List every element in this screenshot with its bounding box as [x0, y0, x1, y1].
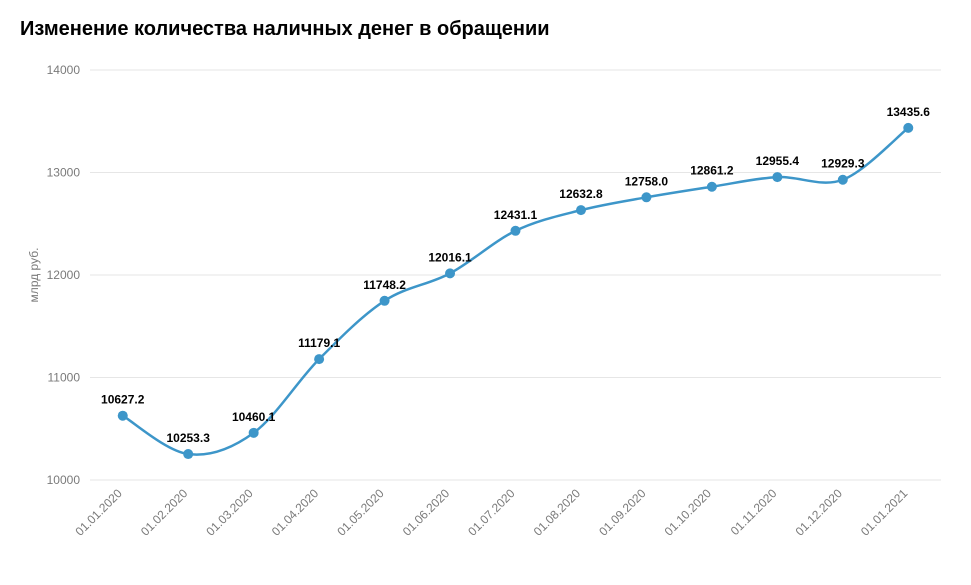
data-label: 12758.0	[625, 174, 669, 188]
y-axis-label: млрд руб.	[27, 248, 41, 303]
chart-container: Изменение количества наличных денег в об…	[0, 0, 971, 585]
x-tick-label: 01.05.2020	[334, 486, 387, 539]
data-marker	[249, 428, 259, 438]
data-label: 10627.2	[101, 393, 145, 407]
data-marker	[183, 449, 193, 459]
x-tick-label: 01.04.2020	[269, 486, 322, 539]
data-label: 13435.6	[887, 105, 931, 119]
y-tick-label: 14000	[47, 63, 81, 77]
data-label: 12955.4	[756, 154, 800, 168]
x-tick-label: 01.03.2020	[203, 486, 256, 539]
data-label: 12632.8	[559, 187, 603, 201]
data-label: 12431.1	[494, 208, 538, 222]
data-marker	[707, 182, 717, 192]
x-tick-label: 01.01.2021	[858, 486, 911, 539]
y-tick-label: 13000	[47, 166, 81, 180]
x-tick-label: 01.10.2020	[662, 486, 715, 539]
y-tick-label: 10000	[47, 473, 81, 487]
data-marker	[838, 175, 848, 185]
data-marker	[118, 411, 128, 421]
data-label: 12861.2	[690, 164, 734, 178]
data-marker	[511, 226, 521, 236]
y-tick-label: 11000	[48, 371, 81, 385]
data-label: 11179.1	[298, 336, 340, 350]
y-tick-label: 12000	[47, 268, 81, 282]
x-tick-label: 01.02.2020	[138, 486, 191, 539]
x-tick-label: 01.09.2020	[596, 486, 649, 539]
data-marker	[772, 172, 782, 182]
data-marker	[314, 354, 324, 364]
data-label: 10253.3	[166, 431, 210, 445]
chart-plot-area: 10000 11000 12000 13000 14000 млрд руб. 01.01.…	[20, 60, 961, 575]
data-label: 12929.3	[821, 157, 865, 171]
data-label: 12016.1	[428, 250, 472, 264]
data-marker	[445, 268, 455, 278]
x-tick-label: 01.11.2020	[728, 486, 780, 538]
data-marker	[576, 205, 586, 215]
data-marker	[641, 192, 651, 202]
data-label: 10460.1	[232, 410, 276, 424]
chart-title: Изменение количества наличных денег в об…	[20, 18, 951, 41]
data-marker	[380, 296, 390, 306]
chart-svg: 10000 11000 12000 13000 14000 млрд руб. 01.01.…	[20, 60, 961, 575]
x-tick-label: 01.08.2020	[531, 486, 584, 539]
x-tick-label: 01.06.2020	[400, 486, 453, 539]
x-tick-label: 01.12.2020	[793, 486, 846, 539]
data-label: 11748.2	[363, 278, 406, 292]
x-tick-label: 01.07.2020	[465, 486, 518, 539]
x-tick-label: 01.01.2020	[72, 486, 125, 539]
data-marker	[903, 123, 913, 133]
data-line	[123, 128, 909, 455]
